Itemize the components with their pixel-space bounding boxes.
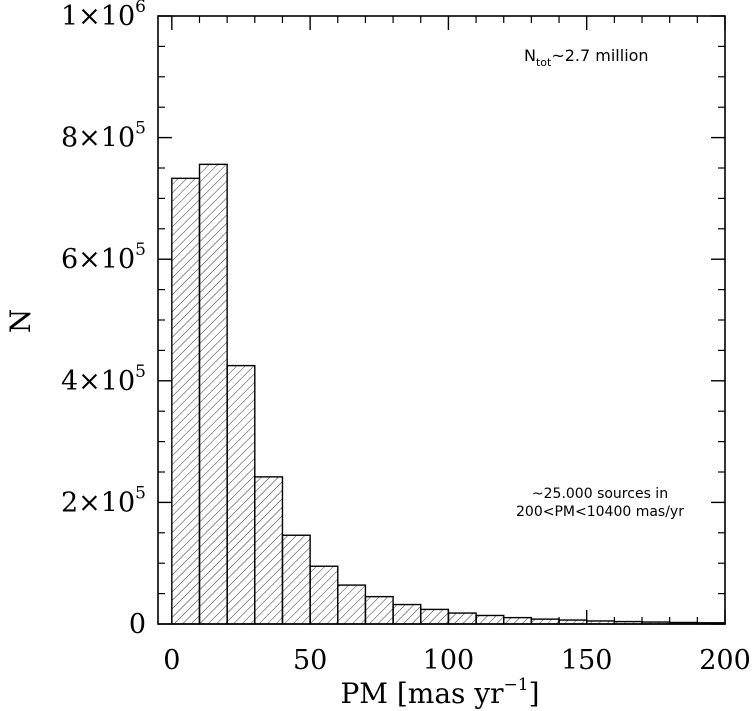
histogram-bar	[447, 612, 477, 625]
y-tick-label: 1×106	[61, 0, 146, 32]
source-note-line-1: ~25.000 sources in	[532, 486, 668, 502]
histogram-bar	[420, 608, 450, 625]
histogram-bar	[254, 476, 284, 625]
histogram-bar	[281, 534, 311, 625]
x-tick-label: 100	[423, 645, 475, 676]
histogram-bar	[337, 584, 367, 625]
total-count-annotation: Ntot~2.7 million	[524, 46, 649, 69]
histogram-bars	[171, 163, 726, 625]
histogram-bar	[226, 364, 256, 625]
y-tick-label: 8×105	[61, 119, 146, 154]
x-tick-label: 200	[699, 645, 751, 676]
histogram-bar	[171, 177, 201, 625]
x-axis-title: PM [mas yr−1]	[340, 675, 539, 710]
x-tick-label: 50	[293, 645, 327, 676]
source-note-line-2: 200<PM<10400 mas/yr	[516, 504, 684, 520]
histogram-bar	[475, 614, 505, 625]
y-tick-label: 6×105	[61, 240, 146, 275]
x-tick-label: 150	[561, 645, 613, 676]
histogram-bar	[503, 616, 533, 625]
histogram-bar	[198, 163, 228, 625]
tick-labels: 0 50 100 150 200 0 2×105 4×105 6×105 8×105 1×106	[61, 0, 751, 676]
y-axis-title: N	[4, 309, 37, 334]
y-tick-label: 4×105	[61, 362, 146, 397]
histogram-bar	[309, 565, 339, 625]
y-tick-label: 2×105	[61, 483, 146, 518]
histogram-bar	[392, 603, 422, 625]
y-tick-label: 0	[129, 609, 146, 640]
axis-ticks	[158, 15, 726, 625]
x-tick-label: 0	[163, 645, 180, 676]
histogram-bar	[364, 595, 394, 625]
